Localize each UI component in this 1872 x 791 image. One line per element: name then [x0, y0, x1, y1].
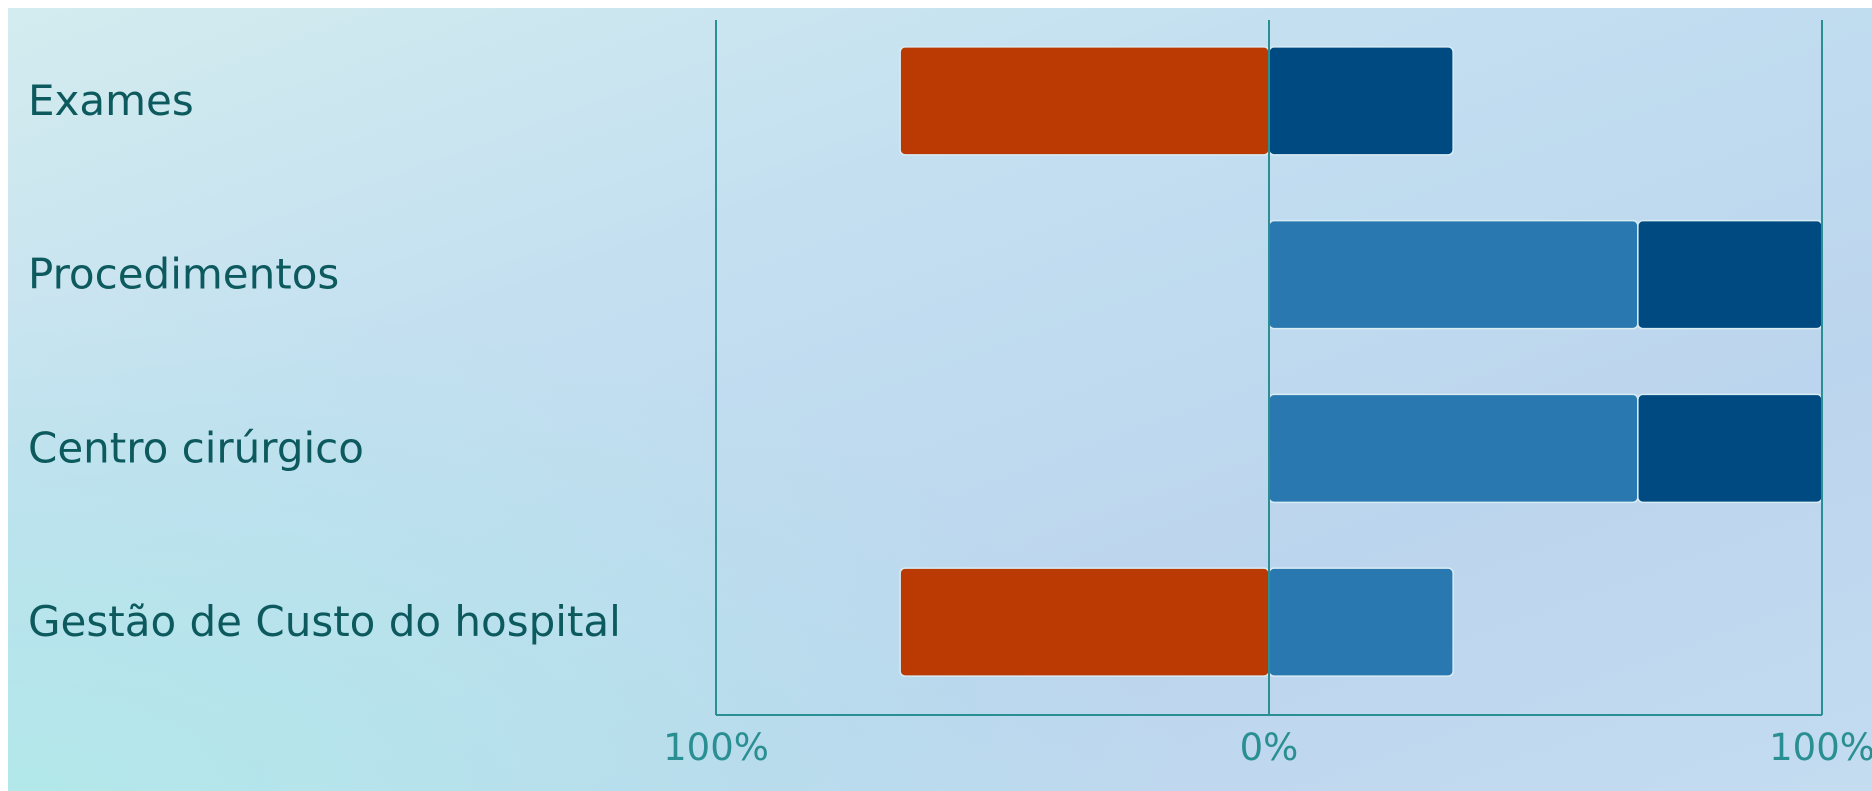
category-label-gestao-de-custo-do-hospital: Gestão de Custo do hospital: [28, 597, 621, 646]
category-label-centro-cirurgico: Centro cirúrgico: [28, 423, 364, 472]
bar-segment-procedimentos-series-2: [1268, 219, 1639, 330]
x-tick-label-2: 0%: [1240, 726, 1299, 769]
bar-segment-exames-series-1: [899, 46, 1270, 156]
category-label-procedimentos: Procedimentos: [28, 250, 339, 299]
bar-segment-exames-series-3: [1268, 46, 1454, 156]
x-tick-label-3: 100%: [1769, 726, 1872, 769]
bar-segment-gestao-de-custo-do-hospital-series-2: [1268, 567, 1454, 677]
category-label-exames: Exames: [28, 76, 194, 125]
chart-panel: Exames Procedimentos Centro cirúrgico Gestã…: [8, 8, 1872, 791]
labels-layer: Exames Procedimentos Centro cirúrgico Gestã…: [28, 76, 1872, 769]
bars-layer: [899, 46, 1823, 677]
bar-segment-gestao-de-custo-do-hospital-series-1: [899, 567, 1270, 677]
bar-segment-centro-cirurgico-series-2: [1268, 393, 1639, 504]
x-tick-label-1: 100%: [663, 726, 769, 769]
diverging-bar-chart: Exames Procedimentos Centro cirúrgico Gestã…: [28, 20, 1872, 769]
bar-segment-procedimentos-series-3: [1637, 219, 1823, 330]
axes-layer: [715, 20, 1823, 716]
bar-segment-centro-cirurgico-series-3: [1637, 393, 1823, 504]
